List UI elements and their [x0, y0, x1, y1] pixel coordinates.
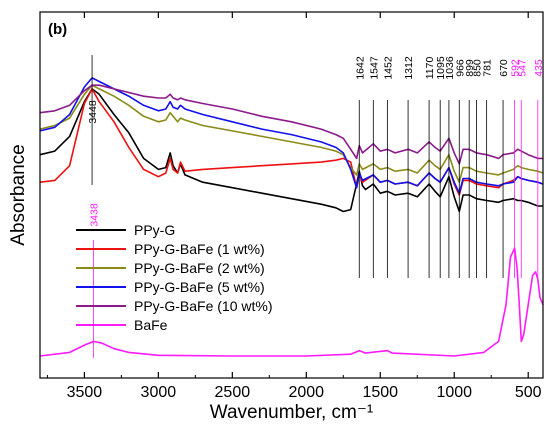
peak-label: 899 — [464, 59, 476, 77]
peak-label: 1547 — [368, 56, 380, 80]
legend-label: PPy-G — [134, 222, 175, 238]
series-line — [39, 84, 544, 183]
series-layer — [39, 77, 544, 357]
peak-label: 1095 — [435, 56, 447, 80]
peak-label: 670 — [498, 59, 510, 77]
peak-label: 781 — [482, 59, 494, 77]
legend-label: PPy-G-BaFe (5 wt%) — [134, 279, 265, 295]
legend-label: PPy-G-BaFe (10 wt%) — [134, 298, 272, 314]
peak-label: 966 — [454, 59, 466, 77]
legend: PPy-G PPy-G-BaFe (1 wt%) PPy-G-BaFe (2 wt%… — [76, 222, 272, 333]
peak-label: 1452 — [382, 56, 394, 80]
x-tick-label: 500 — [515, 384, 542, 401]
peak-label: 1312 — [403, 56, 415, 80]
peak-label: 3438 — [89, 203, 101, 227]
legend-label: BaFe — [134, 317, 168, 333]
x-tick-label: 1500 — [362, 384, 398, 401]
x-tick-label: 2500 — [215, 384, 251, 401]
y-axis-title: Absorbance — [8, 144, 29, 245]
legend-label: PPy-G-BaFe (2 wt%) — [134, 260, 265, 276]
x-axis-ticks: 3500 3000 2500 2000 1500 1000 500 — [46, 12, 542, 401]
x-tick-label: 1000 — [436, 384, 472, 401]
peak-label: 547 — [516, 59, 528, 77]
peak-label: 1170 — [424, 57, 436, 80]
peak-label: 3448 — [87, 100, 99, 124]
series-line — [39, 77, 544, 194]
peak-label: 850 — [471, 59, 483, 77]
x-tick-label: 2000 — [288, 384, 324, 401]
series-line — [39, 247, 544, 357]
peak-label: 592 — [510, 59, 522, 77]
x-tick-label: 3500 — [67, 384, 103, 401]
legend-label: PPy-G-BaFe (1 wt%) — [134, 241, 265, 257]
peak-label: 1036 — [444, 56, 456, 80]
peak-label: 1642 — [354, 56, 366, 80]
plot-frame — [39, 11, 544, 379]
panel-label: (b) — [48, 21, 67, 38]
x-tick-label: 3000 — [141, 384, 177, 401]
series-line — [39, 88, 543, 213]
peak-label: 435 — [533, 59, 545, 77]
x-axis-title: Wavenumber, cm⁻¹ — [210, 402, 373, 423]
